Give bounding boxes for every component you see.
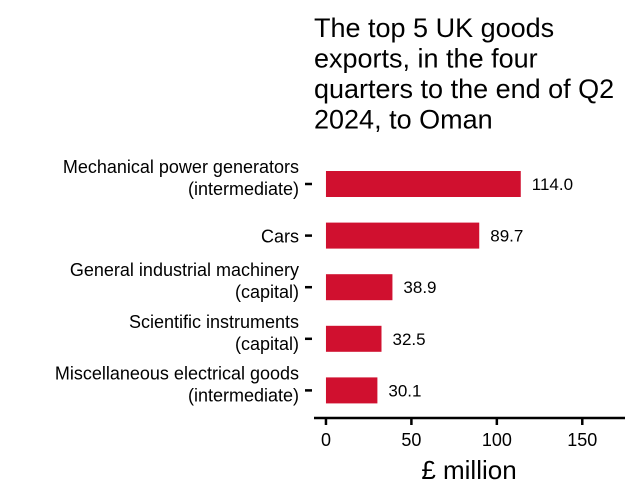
category-label: Mechanical power generators (63, 157, 299, 177)
bars (325, 171, 521, 404)
x-tick-label: 0 (321, 430, 331, 450)
value-label: 114.0 (532, 175, 573, 194)
chart-title-line: exports, in the four (314, 44, 538, 74)
category-label: (intermediate) (188, 385, 299, 405)
chart-title-line: The top 5 UK goods (314, 13, 554, 43)
bar (325, 274, 393, 301)
x-axis: 0 50 100 150 (305, 182, 625, 450)
category-label: (capital) (235, 334, 299, 354)
chart-title-line: 2024, to Oman (314, 105, 493, 135)
value-label: 89.7 (490, 227, 523, 246)
category-label: General industrial machinery (70, 260, 299, 280)
x-tick-label: 50 (401, 430, 421, 450)
category-label: Scientific instruments (129, 312, 299, 332)
bar (325, 325, 382, 352)
x-tick-label: 150 (567, 430, 597, 450)
bar (325, 171, 521, 197)
bar (325, 222, 480, 249)
value-label: 32.5 (392, 330, 425, 349)
value-label: 38.9 (403, 278, 436, 297)
chart-title-line: quarters to the end of Q2 (314, 74, 614, 104)
x-axis-title: £ million (421, 455, 516, 480)
value-labels: 114.0 89.7 38.9 32.5 30.1 (388, 175, 573, 400)
category-label: Cars (261, 227, 299, 247)
category-labels: Mechanical power generators(intermediate… (55, 157, 299, 405)
category-label: (intermediate) (188, 179, 299, 199)
x-tick-label: 100 (482, 430, 512, 450)
category-label: Miscellaneous electrical goods (55, 363, 299, 383)
category-label: (capital) (235, 282, 299, 302)
bar (325, 377, 378, 404)
value-label: 30.1 (388, 381, 421, 400)
